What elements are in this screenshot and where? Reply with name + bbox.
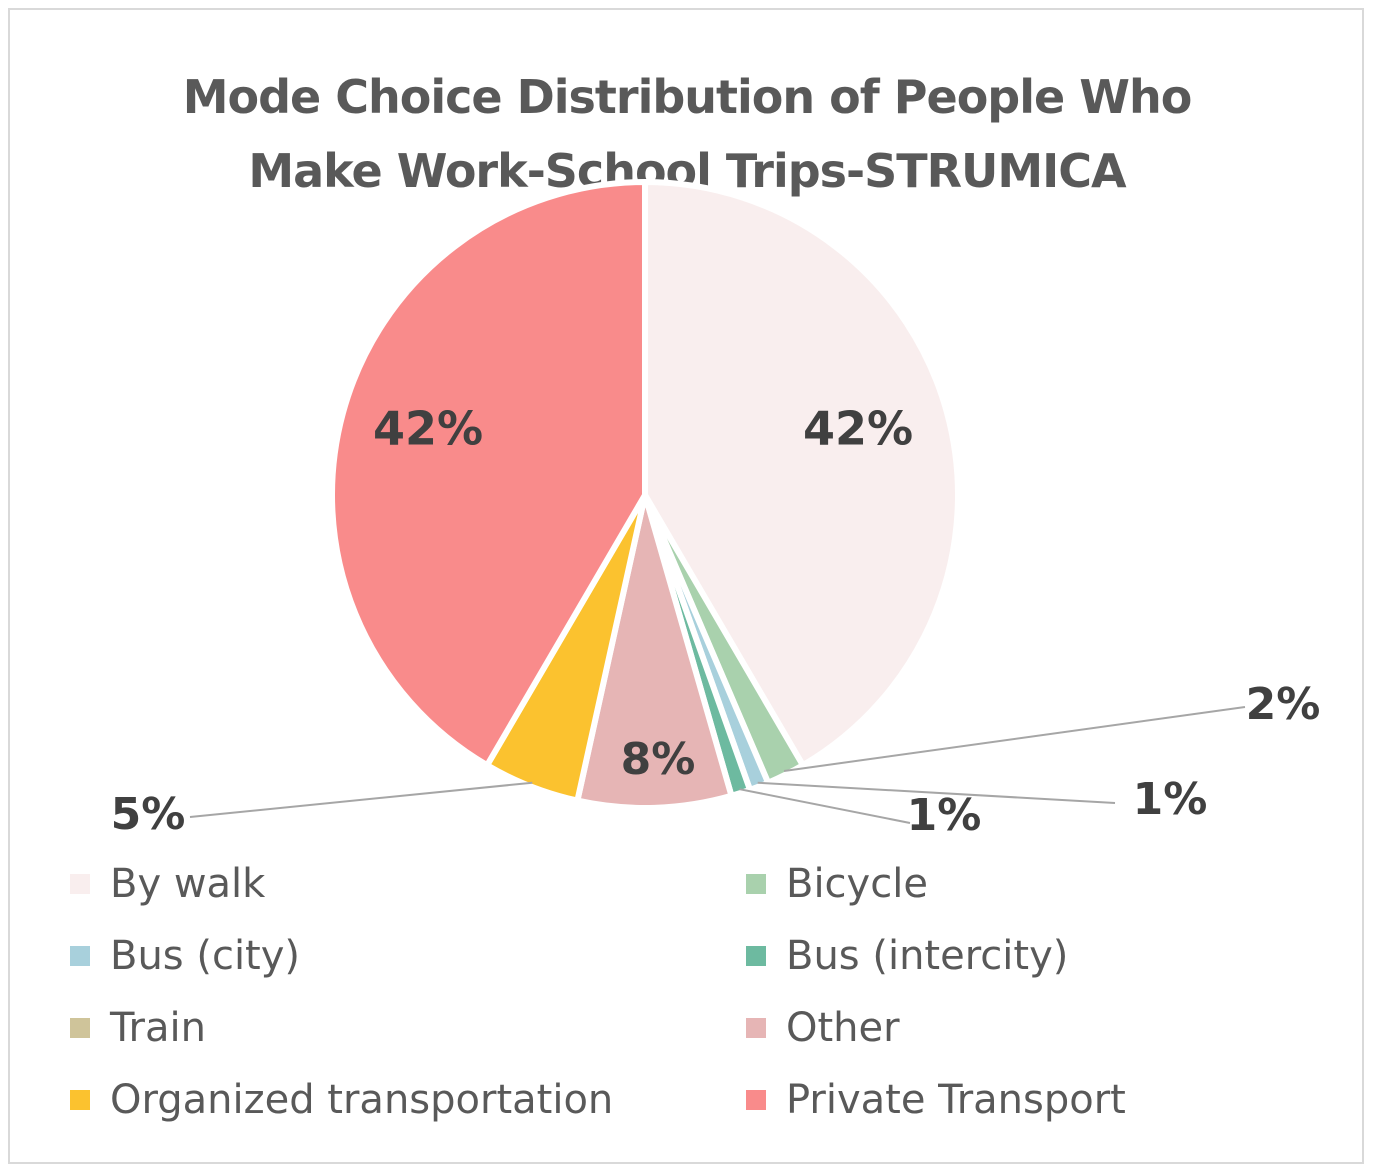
leader-line-bicycle xyxy=(783,706,1246,772)
data-label-bus-city: 1% xyxy=(1133,774,1208,825)
legend-label-by-walk: By walk xyxy=(110,861,266,907)
leader-line-bus-intercity xyxy=(739,788,911,824)
legend-label-train: Train xyxy=(110,1005,206,1051)
data-label-organized-transportation: 5% xyxy=(111,789,186,840)
legend-item-bicycle: Bicycle xyxy=(746,848,1306,920)
legend-label-private-transport: Private Transport xyxy=(786,1077,1126,1123)
legend-item-bus-city: Bus (city) xyxy=(70,920,746,992)
legend-label-bicycle: Bicycle xyxy=(786,861,928,907)
chart-legend: By walk Bicycle Bus (city) Bus (intercity) T… xyxy=(70,848,1310,1136)
pie-slice-by-walk xyxy=(642,179,961,769)
legend-item-private-transport: Private Transport xyxy=(746,1064,1306,1136)
legend-swatch-by-walk xyxy=(70,874,90,894)
data-label-bicycle: 2% xyxy=(1246,679,1321,730)
legend-swatch-private-transport xyxy=(746,1090,766,1110)
legend-swatch-bus-city xyxy=(70,946,90,966)
legend-item-train: Train xyxy=(70,992,746,1064)
legend-label-organized-transportation: Organized transportation xyxy=(110,1077,614,1123)
legend-item-other: Other xyxy=(746,992,1306,1064)
data-label-other: 8% xyxy=(621,734,696,785)
legend-item-bus-intercity: Bus (intercity) xyxy=(746,920,1306,992)
legend-swatch-other xyxy=(746,1018,766,1038)
pie-slice-other xyxy=(574,492,735,811)
legend-item-organized-transportation: Organized transportation xyxy=(70,1064,746,1136)
leader-line-bus-city xyxy=(757,781,1116,804)
leader-line-organized-transportation xyxy=(189,781,533,818)
legend-swatch-train xyxy=(70,1018,90,1038)
legend-swatch-bus-intercity xyxy=(746,946,766,966)
legend-label-other: Other xyxy=(786,1005,900,1051)
legend-label-bus-intercity: Bus (intercity) xyxy=(786,933,1069,979)
legend-swatch-bicycle xyxy=(746,874,766,894)
data-label-bus-intercity: 1% xyxy=(907,790,982,841)
data-label-by-walk: 42% xyxy=(803,402,913,456)
data-label-private-transport: 42% xyxy=(373,402,483,456)
legend-label-bus-city: Bus (city) xyxy=(110,933,301,979)
legend-item-by-walk: By walk xyxy=(70,848,746,920)
chart-title-line-1: Mode Choice Distribution of People Who xyxy=(182,70,1193,124)
legend-swatch-organized-transportation xyxy=(70,1090,90,1110)
pie-slice-private-transport xyxy=(329,179,648,769)
chart-title: Mode Choice Distribution of People Who M… xyxy=(0,60,1374,208)
